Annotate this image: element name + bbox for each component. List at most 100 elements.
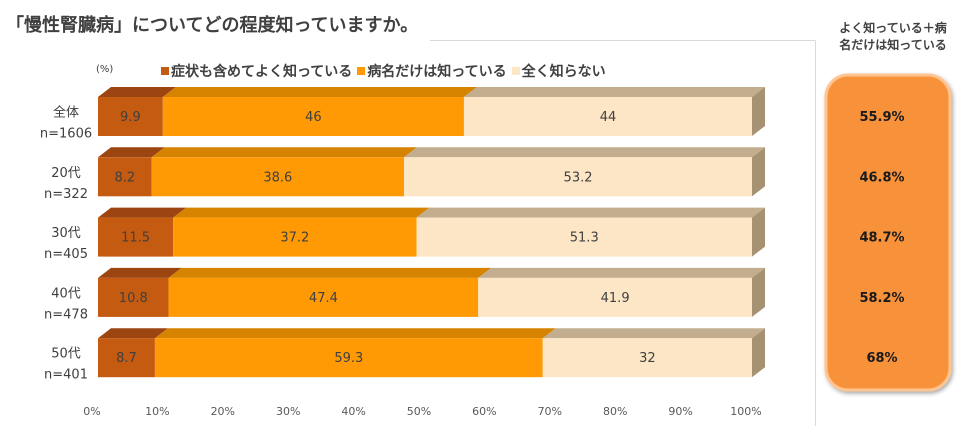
bar-top-face [98, 87, 176, 97]
sample-size-label: n=322 [44, 187, 88, 202]
data-label: 53.2 [564, 170, 593, 185]
category-label: 全体 [53, 105, 79, 121]
data-label: 8.2 [114, 170, 135, 185]
bar-top-face [98, 147, 165, 158]
bar-top-face [416, 207, 765, 218]
bar-segment [98, 97, 163, 136]
legend: 症状も含めてよく知っている 病名だけは知っている 全く知らない [161, 61, 611, 81]
bar-top-face [173, 207, 430, 218]
summary-heading-line: 名だけは知っている [839, 38, 947, 52]
chart-title: 「慢性腎臓病」についてどの程度知っていますか。 [6, 15, 419, 36]
bar-segment [98, 277, 169, 317]
summary-heading: よく知っている＋病 名だけは知っている [826, 20, 960, 54]
bar-side-face [752, 207, 765, 257]
sample-size-label: n=405 [44, 247, 88, 262]
bar-top-face [98, 207, 187, 218]
data-label: 32 [639, 351, 656, 366]
x-tick-label: 80% [603, 405, 627, 418]
legend-item: 病名だけは知っている [357, 61, 507, 81]
bar-side-face [752, 328, 765, 378]
bar-top-face [154, 328, 556, 339]
data-label: 46 [305, 110, 322, 125]
bar-segment [98, 157, 152, 197]
bar-segment [151, 157, 405, 197]
bar-top-face [98, 267, 182, 278]
x-tick-label: 60% [472, 405, 496, 418]
legend-label: 全く知らない [521, 64, 606, 80]
summary-values-group: 55.9% 46.8% 48.7% 58.2% 68% [859, 110, 904, 366]
category-label: 30代 [51, 226, 81, 241]
bar-top-face [151, 147, 418, 158]
bar-segment [478, 277, 752, 317]
data-label: 38.6 [263, 170, 292, 185]
data-label: 41.9 [601, 291, 630, 306]
bars-group [98, 87, 765, 378]
x-tick-label: 70% [538, 405, 562, 418]
data-labels-group: 9.9 46 44 8.2 38.6 53.2 11.5 37.2 51.3 10.8 47.4 41… [114, 110, 655, 366]
sample-size-label: n=1606 [40, 127, 92, 142]
data-label: 47.4 [309, 291, 338, 306]
sample-size-label: n=401 [44, 368, 88, 383]
category-label: 20代 [51, 166, 81, 181]
bar-top-face [404, 147, 765, 158]
bar-segment [542, 338, 752, 378]
bar-side-face [752, 87, 765, 136]
legend-label: 病名だけは知っている [367, 64, 507, 80]
bar-segment [416, 217, 752, 257]
data-label: 37.2 [280, 231, 309, 246]
category-label: 40代 [51, 286, 81, 301]
data-label: 11.5 [121, 231, 150, 246]
bar-segment [98, 338, 155, 378]
summary-value: 68% [866, 351, 897, 366]
legend-swatch [161, 67, 169, 75]
bar-top-face [168, 267, 492, 278]
bar-top-face [463, 87, 765, 97]
summary-heading-line: よく知っている＋病 [839, 21, 947, 35]
data-label: 59.3 [334, 351, 363, 366]
data-label: 44 [600, 110, 617, 125]
bar-top-face [478, 267, 765, 278]
bar-side-face [752, 147, 765, 197]
data-label: 10.8 [119, 291, 148, 306]
legend-label: 症状も含めてよく知っている [171, 64, 353, 80]
bar-segment [168, 277, 479, 317]
category-label: 50代 [51, 347, 81, 362]
bar-segment [162, 97, 464, 136]
bar-side-face [752, 267, 765, 317]
x-tick-label: 90% [668, 405, 692, 418]
data-label: 51.3 [570, 231, 599, 246]
x-tick-label: 30% [276, 405, 300, 418]
x-tick-label: 50% [407, 405, 431, 418]
legend-swatch [511, 67, 520, 75]
summary-value: 46.8% [859, 170, 904, 185]
chart-frame [430, 40, 816, 426]
data-label: 9.9 [120, 110, 141, 125]
x-tick-label: 20% [211, 405, 235, 418]
x-tick-label: 40% [341, 405, 365, 418]
bar-top-face [98, 328, 168, 339]
summary-value: 55.9% [859, 110, 904, 125]
bar-top-face [542, 328, 765, 339]
bar-segment [463, 97, 752, 136]
bar-segment [173, 217, 417, 257]
x-tick-label: 10% [145, 405, 169, 418]
bar-top-face [162, 87, 477, 97]
data-label: 8.7 [116, 351, 137, 366]
x-tick-label: 100% [730, 405, 761, 418]
bar-segment [98, 217, 174, 257]
unit-label: (%) [96, 64, 114, 75]
summary-value: 48.7% [859, 231, 904, 246]
summary-value: 58.2% [859, 291, 904, 306]
bar-segment [154, 338, 543, 378]
legend-item: 全く知らない [511, 61, 606, 81]
sample-size-label: n=478 [44, 307, 88, 322]
category-labels-group: 全体 n=1606 20代 n=322 30代 n=405 40代 n=478 50代 n=401 [40, 105, 92, 383]
x-axis-tick-labels: 0% 10% 20% 30% 40% 50% 60% 70% 80% 90% 100% [83, 405, 761, 418]
bar-segment [404, 157, 752, 197]
legend-item: 症状も含めてよく知っている [161, 61, 352, 81]
x-tick-label: 0% [83, 405, 100, 418]
legend-swatch [357, 67, 366, 75]
summary-box [824, 73, 952, 392]
